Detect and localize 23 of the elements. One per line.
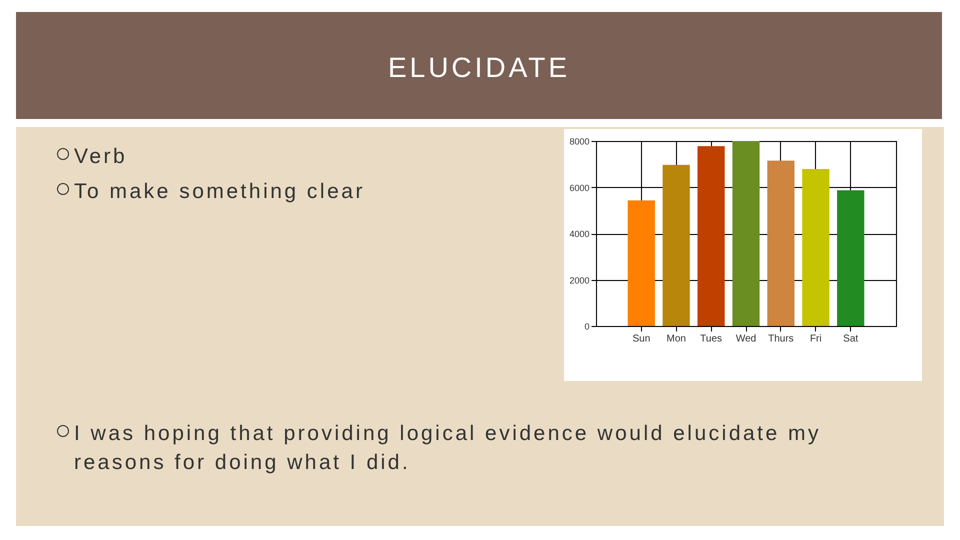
x-tick-label: Mon <box>666 334 686 344</box>
bar <box>698 146 725 326</box>
bar <box>802 168 830 326</box>
text: Verb <box>74 144 128 170</box>
text: I was hoping that providing logical evidence would elucidate my reasons for doing what I did. <box>74 421 822 476</box>
y-tick-label: 0 <box>584 322 590 332</box>
chart-title: ELUCIDATE <box>386 52 572 84</box>
x-tick-label: Thurs <box>768 334 794 344</box>
y-tick-label: 2000 <box>569 275 590 286</box>
x-tick-label: Wed <box>736 334 756 344</box>
x-tick-label: Sun <box>632 334 650 344</box>
bar <box>732 141 760 326</box>
x-tick-label: Sat <box>843 334 858 344</box>
x-tick-label: Tues <box>700 334 722 344</box>
x-tick-label: Fri <box>810 334 822 344</box>
y-tick-label: 8000 <box>569 136 590 146</box>
bar <box>837 190 864 326</box>
text: To make something clear <box>74 179 366 205</box>
y-tick-label: 6000 <box>569 182 590 193</box>
bar <box>767 160 794 326</box>
bar <box>662 164 690 326</box>
bar <box>628 200 655 326</box>
y-tick-label: 4000 <box>569 229 590 239</box>
